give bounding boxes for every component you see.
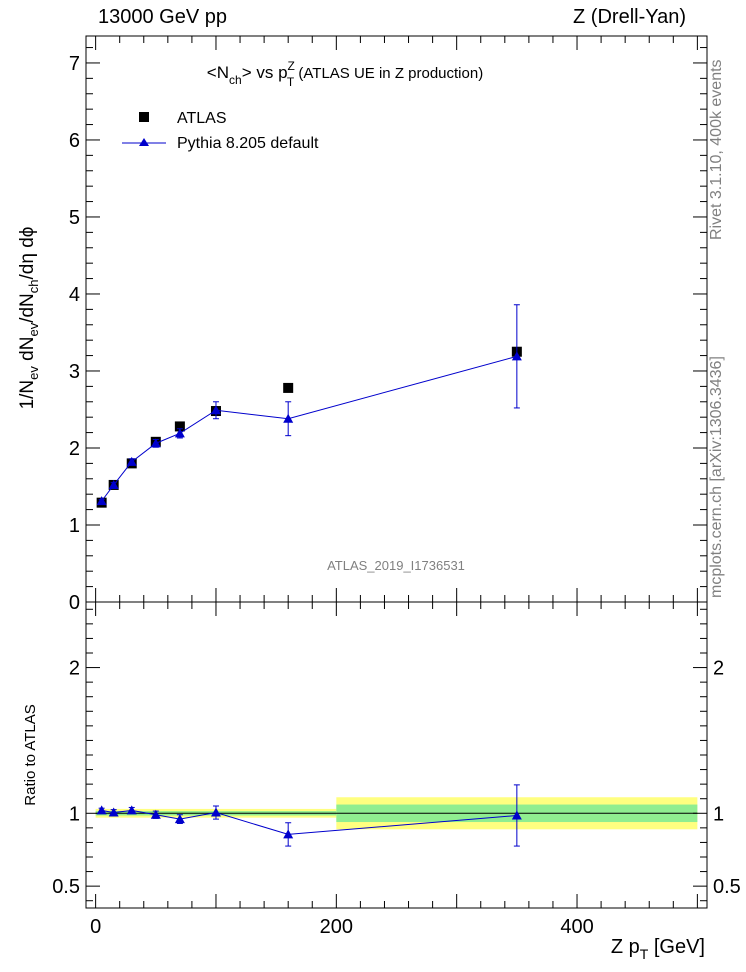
pythia-data-point <box>210 405 221 415</box>
pythia-data-point <box>108 479 119 489</box>
ratio-data-point <box>96 805 107 815</box>
main-y-tick-label: 4 <box>69 284 80 306</box>
ratio-data-point <box>150 809 161 819</box>
main-y-tick-label: 2 <box>69 438 80 460</box>
pythia-data-point <box>96 496 107 506</box>
legend-pythia-marker <box>139 138 149 146</box>
atlas-data-point <box>283 382 294 393</box>
pythia-data-point <box>174 428 185 438</box>
ratio-y-tick-label-right: 0.5 <box>713 876 741 898</box>
ratio-y-axis-label: Ratio to ATLAS <box>22 704 39 805</box>
main-y-tick-label: 3 <box>69 361 80 383</box>
ratio-y-tick-label: 0.5 <box>52 876 80 898</box>
ratio-data-point <box>283 829 294 839</box>
main-y-tick-label: 6 <box>69 130 80 152</box>
main-y-tick-label: 7 <box>69 53 80 75</box>
ratio-data-point <box>108 807 119 817</box>
pythia-data-point <box>126 456 137 466</box>
legend: ATLAS Pythia 8.205 default <box>122 110 319 152</box>
main-y-tick-label: 0 <box>69 592 80 614</box>
x-tick-label: 400 <box>560 916 593 938</box>
ratio-data-point <box>511 810 522 820</box>
energy-label: 13000 GeV pp <box>98 6 227 28</box>
ratio-data-point <box>126 805 137 815</box>
pythia-data-point <box>150 438 161 448</box>
ratio-series-line <box>101 809 517 835</box>
reference-id-label: ATLAS_2019_I1736531 <box>327 558 465 573</box>
pythia-data-point <box>283 413 294 423</box>
ratio-y-tick-label-right: 2 <box>713 658 724 680</box>
x-tick-label: 0 <box>90 916 101 938</box>
ratio-y-tick-label: 1 <box>69 803 80 825</box>
main-y-axis-label: 1/Nev dNev/dNch/dη dϕ <box>17 227 41 410</box>
chart-title: <Nch> vs pZ T (ATLAS UE in Z production) <box>207 59 483 89</box>
main-y-tick-label: 1 <box>69 515 80 537</box>
legend-pythia-label: Pythia 8.205 default <box>177 135 319 152</box>
ratio-frame <box>85 601 708 909</box>
atlas-data-point <box>174 421 185 432</box>
ratio-data-point <box>174 814 185 824</box>
ratio-data-point <box>210 807 221 817</box>
x-axis-label: Z pT [GeV] <box>611 936 705 962</box>
ratio-y-tick-label-right: 1 <box>713 803 724 825</box>
ratio-y-tick-label: 2 <box>69 658 80 680</box>
x-tick-label: 200 <box>320 916 353 938</box>
legend-atlas-marker <box>139 112 149 122</box>
pythia-series-line <box>101 355 517 502</box>
process-label: Z (Drell-Yan) <box>573 6 686 28</box>
legend-atlas-label: ATLAS <box>177 110 227 127</box>
pythia-data-point <box>511 351 522 361</box>
main-y-tick-label: 5 <box>69 207 80 229</box>
